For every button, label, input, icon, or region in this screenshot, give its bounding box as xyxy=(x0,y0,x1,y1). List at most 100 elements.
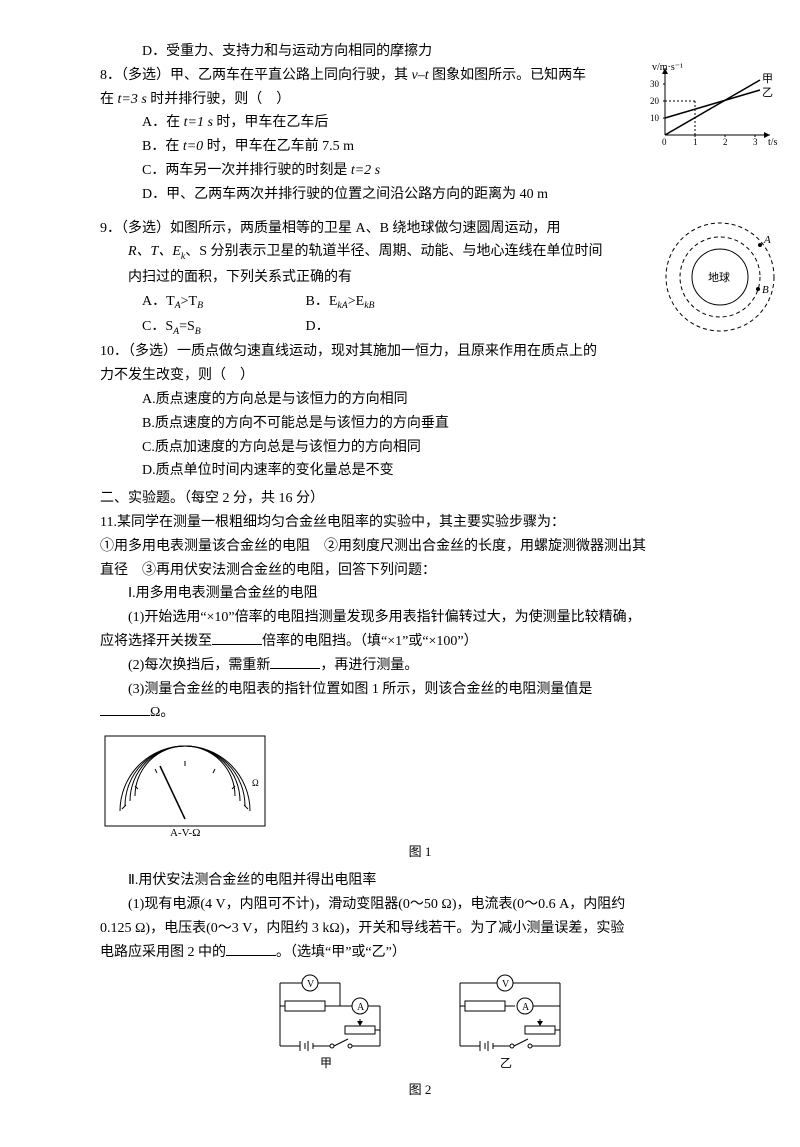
blank-1[interactable] xyxy=(212,630,262,645)
q9-a1: A．T xyxy=(142,290,175,314)
q10-a: A.质点速度的方向总是与该恒力的方向相同 xyxy=(100,388,740,412)
q10-stem1: 10．（多选）一质点做匀速直线运动，现对其施加一恒力，且原来作用在质点上的 xyxy=(100,340,740,364)
q11-p2-1d: 。（选填“甲”或“乙”） xyxy=(276,945,406,960)
q11-p1-3b-line: Ω。 xyxy=(100,701,740,725)
q11-p2-1c: 电路应采用图 2 中的 xyxy=(100,945,226,960)
q9-c2: =S xyxy=(179,315,195,339)
blank-4[interactable] xyxy=(226,941,276,956)
q7-option-d: D．受重力、支持力和与运动方向相同的摩擦力 xyxy=(100,40,740,64)
q8-option-b: B．在 t=0 时，甲车在乙车前 7.5 m xyxy=(100,135,740,159)
q8-t3: t=3 s xyxy=(118,92,147,107)
q8-stem-part3: 在 xyxy=(100,92,118,107)
v-label-1: V xyxy=(307,979,315,990)
q8-a-2: 时，甲车在乙车后 xyxy=(213,115,329,130)
q8-option-c: C．两车另一次并排行驶的时刻是 t=2 s xyxy=(100,159,740,183)
q9-b-subkB: kB xyxy=(364,298,374,315)
q11-step1: ①用多用电表测量该合金丝的电阻 ②用刻度尺测出合金丝的长度，用螺旋测微器测出其 xyxy=(100,535,740,559)
q9-c-subB: B xyxy=(195,324,201,341)
q8-stem-part4: 时并排行驶，则（ ） xyxy=(147,92,291,107)
fig2-label: 图 2 xyxy=(100,1079,740,1101)
q9-l2b: 、S 分别表示卫星的轨道半径、周期、动能、与地心连线在单位时间 xyxy=(185,244,602,259)
q11-part1: Ⅰ.用多用电表测量合金丝的电阻 xyxy=(100,582,740,606)
question-8: 8．（多选）甲、乙两车在平直公路上同向行驶，其 v–t 图象如图所示。已知两车 … xyxy=(100,64,740,207)
circuit-yi-label: 乙 xyxy=(500,1056,512,1070)
q8-a-1: A．在 xyxy=(142,115,184,130)
q9-a-subB: B xyxy=(197,298,203,315)
q11-p1-2-line: (2)每次换挡后，需重新 ，再进行测量。 xyxy=(100,654,740,678)
fig1-label: 图 1 xyxy=(100,841,740,863)
blank-3[interactable] xyxy=(100,701,150,716)
v-label-2: V xyxy=(502,979,510,990)
orbit-icon: 地球 B A xyxy=(660,217,780,337)
earth-label: 地球 xyxy=(708,270,730,284)
q10-stem2: 力不发生改变，则（ ） xyxy=(100,364,740,388)
line-yi-label: 乙 xyxy=(762,86,773,99)
q9-options-ab: A．TA>TB B．EkA>EkB xyxy=(100,290,740,315)
xt0: 0 xyxy=(662,137,667,147)
figure-2: V A 甲 V A xyxy=(100,971,740,1102)
q8-b-2: 时，甲车在乙车前 7.5 m xyxy=(203,139,354,154)
q10-d: D.质点单位时间内速率的变化量总是不变 xyxy=(100,459,740,483)
q9-stem: 9．（多选）如图所示，两质量相等的卫星 A、B 绕地球做匀速圆周运动，用 xyxy=(100,217,740,241)
q11-p2-1b: 0.125 Ω)，电压表(0～3 V，内阻约 3 kΩ)，开关和导线若干。为了减… xyxy=(100,917,740,941)
a-label-1: A xyxy=(357,1002,365,1013)
q11-step1b: 直径 ③再用伏安法测合金丝的电阻，回答下列问题： xyxy=(100,559,740,583)
question-9: 9．（多选）如图所示，两质量相等的卫星 A、B 绕地球做匀速圆周运动，用 R、T… xyxy=(100,217,740,341)
q11-p1-3a: (3)测量合金丝的电阻表的指针位置如图 1 所示，则该合金丝的电阻测量值是 xyxy=(100,678,740,702)
q9-c1: C．S xyxy=(142,315,173,339)
q8-stem-line2: 在 t=3 s 时并排行驶，则（ ） xyxy=(100,88,740,112)
q11-p1-1c: 倍率的电阻挡。（填“×1”或“×100”） xyxy=(262,634,478,649)
vt-graph-icon: v/m·s⁻¹ t/s 10 20 30 0 1 2 3 甲 乙 xyxy=(650,60,780,150)
q9-options-cd: C．SA=SB D． xyxy=(100,315,740,340)
circuit-yi-icon: V A 乙 xyxy=(440,971,580,1071)
q9-l2a: R、T、E xyxy=(128,244,181,259)
q8-stem-part2: 图象如图所示。已知两车 xyxy=(429,68,587,83)
q11-p2-1a: (1)现有电源(4 V，内阻可不计)，滑动变阻器(0～50 Ω)，电流表(0～0… xyxy=(100,893,740,917)
circuit-jia-label: 甲 xyxy=(320,1056,332,1070)
q9-b2: >E xyxy=(348,290,364,314)
xlabel: t/s xyxy=(768,137,778,148)
q9-b1: B．E xyxy=(306,290,338,314)
q9-b-subkA: kA xyxy=(337,298,347,315)
circuit-jia-icon: V A 甲 xyxy=(260,971,400,1071)
ylabel: v/m·s⁻¹ xyxy=(652,62,683,73)
multimeter-icon: Ω A-V-Ω xyxy=(100,731,270,841)
q8-b-t: t=0 xyxy=(183,139,203,154)
q8-option-a: A．在 t=1 s 时，甲车在乙车后 xyxy=(100,111,740,135)
yt30: 30 xyxy=(650,79,660,89)
sat-a-label: A xyxy=(763,234,771,246)
q11-part2: Ⅱ.用伏安法测合金丝的电阻并得出电阻率 xyxy=(100,869,740,893)
q9-figure: 地球 B A xyxy=(660,217,780,337)
q8-option-d: D．甲、乙两车两次并排行驶的位置之间沿公路方向的距离为 40 m xyxy=(100,183,740,207)
q11-stem: 11.某同学在测量一根粗细均匀合金丝电阻率的实验中，其主要实验步骤为： xyxy=(100,511,740,535)
q9-d: D． xyxy=(306,315,330,339)
q11-p2-1c-line: 电路应采用图 2 中的 。（选填“甲”或“乙”） xyxy=(100,941,740,965)
q8-stem-part1: 8．（多选）甲、乙两车在平直公路上同向行驶，其 xyxy=(100,68,412,83)
q11-p1-1b-line: 应将选择开关拨至 倍率的电阻挡。（填“×1”或“×100”） xyxy=(100,630,740,654)
q9-line3: 内扫过的面积，下列关系式正确的有 xyxy=(100,266,740,290)
q9-a2: >T xyxy=(181,290,197,314)
section-2-header: 二、实验题。（每空 2 分，共 16 分） xyxy=(100,487,740,511)
xt3: 3 xyxy=(753,137,758,147)
figure-1: Ω A-V-Ω 图 1 xyxy=(100,731,740,863)
q8-a-t: t=1 s xyxy=(184,115,213,130)
q11-p1-1a: (1)开始选用“×10”倍率的电阻挡测量发现多用表指针偏转过大，为使测量比较精确… xyxy=(100,606,740,630)
q8-c-t: t=2 s xyxy=(351,163,380,178)
q10-c: C.质点加速度的方向总是与该恒力的方向相同 xyxy=(100,436,740,460)
q8-stem-line1: 8．（多选）甲、乙两车在平直公路上同向行驶，其 v–t 图象如图所示。已知两车 xyxy=(100,64,740,88)
xt2: 2 xyxy=(723,137,728,147)
yt10: 10 xyxy=(650,113,660,123)
line-jia-label: 甲 xyxy=(762,73,773,85)
sat-b-label: B xyxy=(762,284,769,296)
q11-p1-2b: ，再进行测量。 xyxy=(320,658,418,673)
ohm-label: Ω xyxy=(252,778,259,788)
meter-label: A-V-Ω xyxy=(170,827,200,839)
q11-p1-3b: Ω。 xyxy=(150,705,174,720)
q11-p1-1b: 应将选择开关拨至 xyxy=(100,634,212,649)
blank-2[interactable] xyxy=(270,654,320,669)
q8-c-1: C．两车另一次并排行驶的时刻是 xyxy=(142,163,351,178)
yt20: 20 xyxy=(650,96,660,106)
xt1: 1 xyxy=(693,137,698,147)
q10-b: B.质点速度的方向不可能总是与该恒力的方向垂直 xyxy=(100,412,740,436)
q11-p1-2a: (2)每次换挡后，需重新 xyxy=(128,658,270,673)
